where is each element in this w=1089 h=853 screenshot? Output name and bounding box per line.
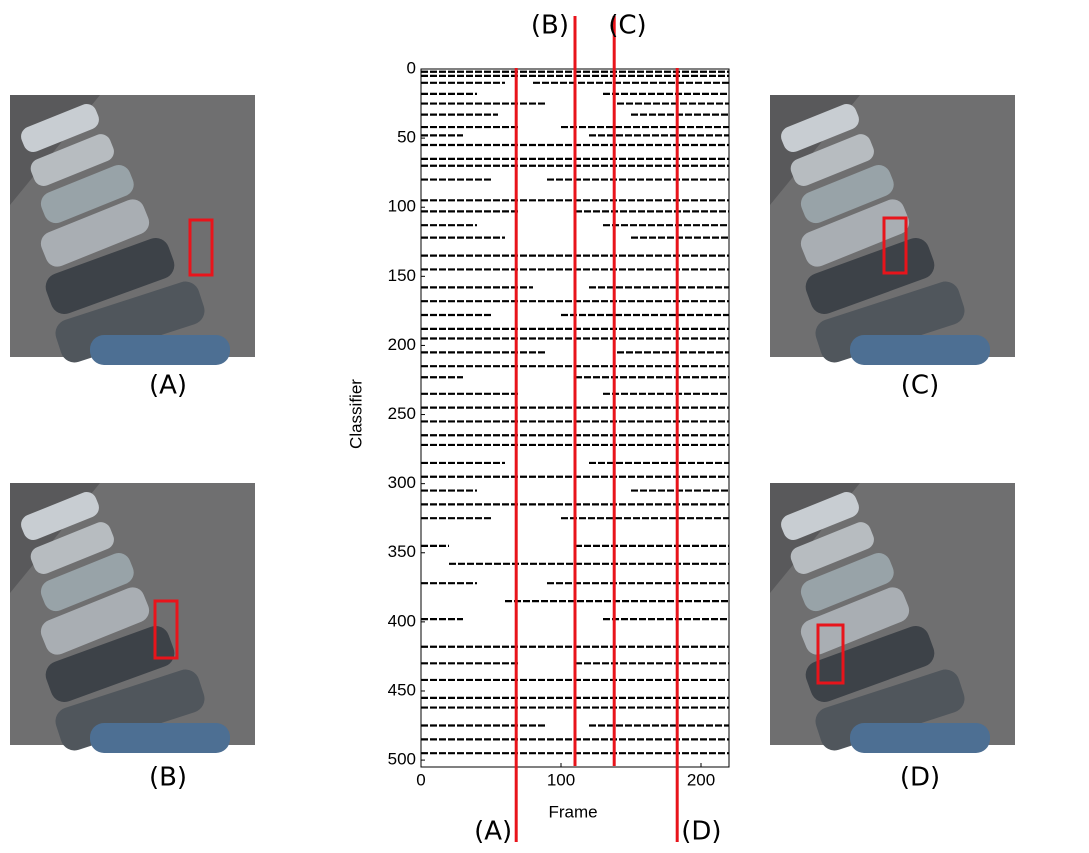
photo-d (770, 483, 1015, 755)
y-tick-label: 400 (388, 611, 416, 630)
y-tick-label: 50 (397, 128, 416, 147)
photo-c (770, 95, 1015, 367)
photo-a (10, 95, 255, 367)
y-tick-label: 0 (407, 58, 416, 77)
frame-marker-label: (C) (608, 11, 646, 41)
y-tick-label: 100 (388, 197, 416, 216)
frame-marker-label: (A) (474, 817, 512, 847)
y-tick-label: 300 (388, 473, 416, 492)
frame-marker-label: (B) (531, 11, 569, 41)
panel-label: (B) (149, 763, 187, 793)
panel-label: (A) (149, 371, 187, 401)
y-tick-label: 150 (388, 266, 416, 285)
photo-b (10, 483, 255, 755)
y-tick-label: 450 (388, 680, 416, 699)
y-tick-label: 250 (388, 404, 416, 423)
y-tick-label: 200 (388, 335, 416, 354)
x-tick-label: 0 (416, 770, 425, 789)
panel-label: (D) (900, 763, 940, 793)
frame-marker-label: (D) (681, 817, 721, 847)
panel-label: (C) (901, 371, 939, 401)
y-tick-label: 350 (388, 542, 416, 561)
y-tick-label: 500 (388, 750, 416, 769)
x-axis-label: Frame (548, 802, 597, 821)
x-tick-label: 100 (547, 770, 575, 789)
y-axis-label: Classifier (346, 379, 365, 449)
x-tick-label: 200 (687, 770, 715, 789)
